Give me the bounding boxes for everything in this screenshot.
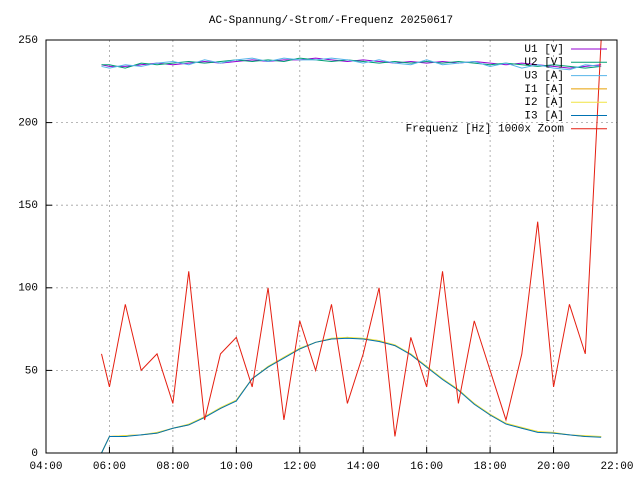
y-tick-label: 250 (18, 35, 38, 47)
x-tick-label: 14:00 (347, 461, 380, 473)
legend-label: Frequenz [Hz] 1000x Zoom (406, 124, 565, 136)
y-tick-label: 200 (18, 118, 38, 130)
series-line (101, 337, 602, 454)
x-tick-label: 22:00 (600, 461, 633, 473)
series-line (101, 336, 602, 454)
y-tick-label: 150 (18, 200, 38, 212)
series-line (101, 39, 602, 437)
x-tick-label: 16:00 (410, 461, 443, 473)
series-line (101, 57, 602, 71)
x-tick-label: 06:00 (93, 461, 126, 473)
legend-label: I1 [A] (524, 84, 564, 96)
legend-label: I2 [A] (524, 97, 564, 109)
chart-title: AC-Spannung/-Strom/-Frequenz 20250617 (209, 15, 453, 27)
y-tick-label: 100 (18, 283, 38, 295)
x-tick-label: 20:00 (537, 461, 570, 473)
x-tick-label: 08:00 (156, 461, 189, 473)
y-tick-label: 0 (31, 448, 38, 460)
legend-label: U2 [V] (524, 57, 564, 69)
x-tick-label: 18:00 (474, 461, 507, 473)
series-line (101, 57, 602, 69)
y-tick-label: 50 (25, 365, 38, 377)
plot-border (45, 39, 618, 454)
x-tick-label: 12:00 (283, 461, 316, 473)
x-tick-label: 10:00 (220, 461, 253, 473)
series-line (101, 336, 602, 454)
legend-label: U1 [V] (524, 44, 564, 56)
legend-label: I3 [A] (524, 110, 564, 122)
x-tick-label: 04:00 (29, 461, 62, 473)
legend-label: U3 [A] (524, 71, 564, 83)
